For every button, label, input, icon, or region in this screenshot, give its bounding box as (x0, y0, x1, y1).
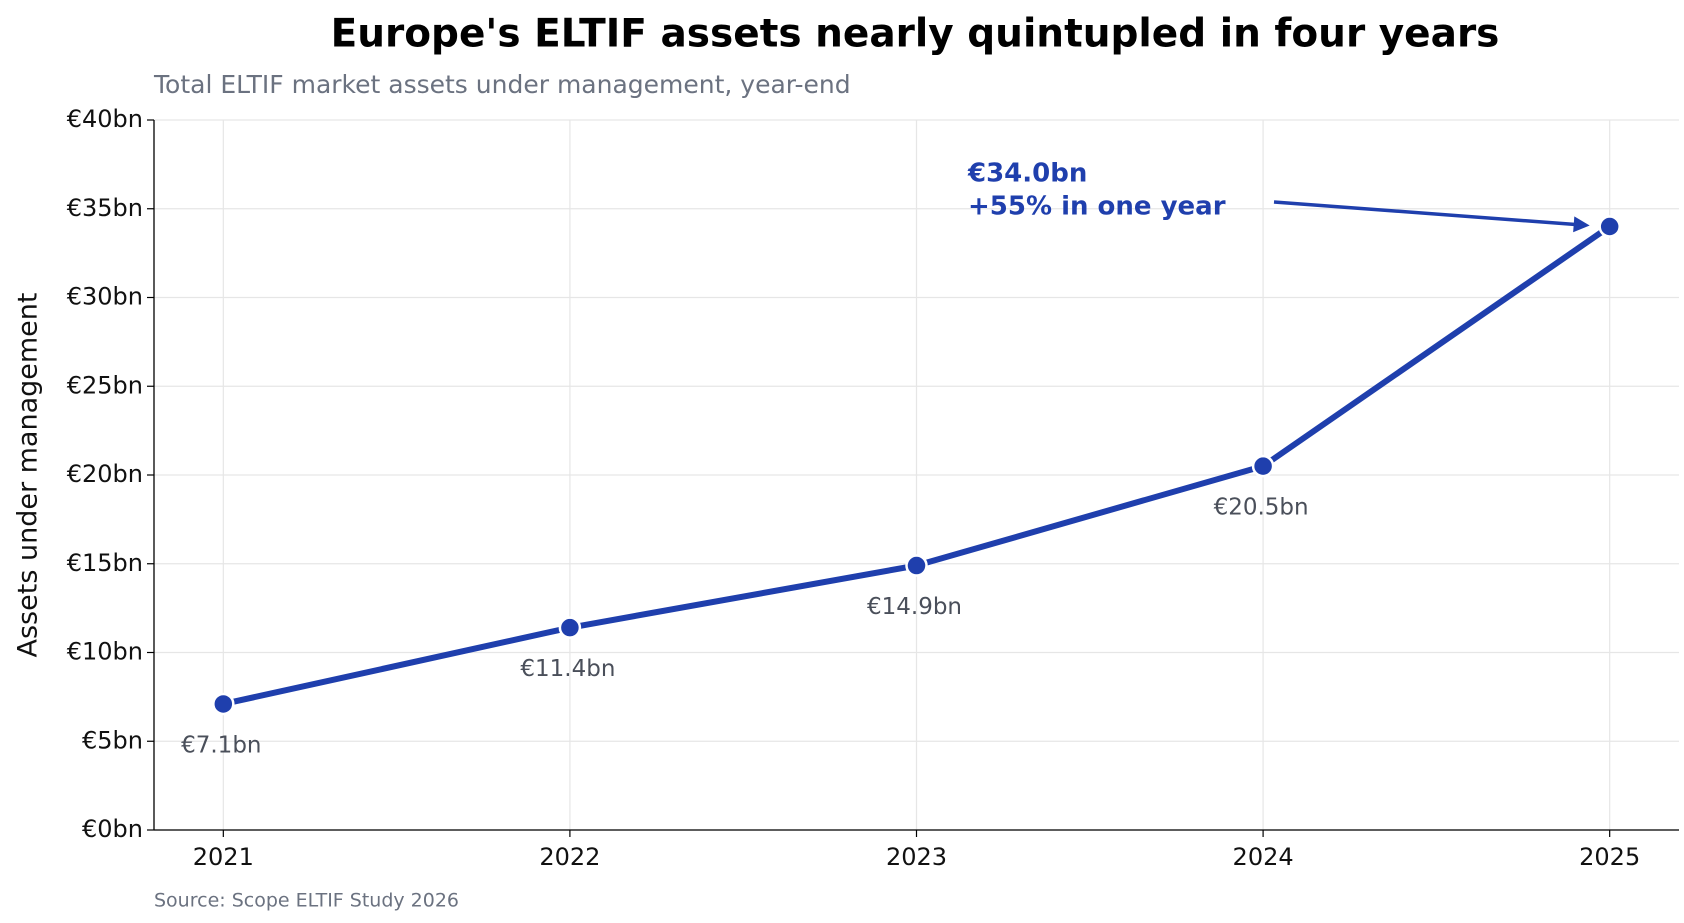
y-tick-label: €20bn (67, 460, 143, 488)
y-tick-label: €0bn (82, 815, 143, 843)
value-label: €14.9bn (867, 594, 962, 620)
value-label: €7.1bn (181, 732, 261, 758)
annotation: €34.0bn (967, 159, 1087, 189)
marker (1598, 215, 1621, 238)
x-tick-label: 2022 (539, 843, 600, 871)
annotation-arrow (1273, 200, 1576, 227)
y-tick-label: €15bn (67, 549, 143, 577)
y-tick-label: €35bn (67, 194, 143, 222)
marker (212, 692, 235, 716)
marker (558, 616, 582, 639)
x-tick-label: 2025 (1579, 843, 1640, 871)
y-tick-label: €40bn (67, 105, 143, 133)
x-tick-label: 2023 (886, 843, 947, 871)
chart-title: Europe's ELTIF assets nearly quintupled … (331, 12, 1500, 57)
y-axis-label: Assets under management (13, 293, 44, 658)
value-label: €11.4bn (520, 656, 615, 682)
y-tick-label: €10bn (67, 638, 143, 666)
y-tick-label: €25bn (67, 371, 143, 399)
marker (905, 554, 928, 577)
chart-subtitle: Total ELTIF market assets under manageme… (153, 70, 851, 99)
arrow-head (1573, 216, 1590, 233)
x-tick-label: 2024 (1233, 843, 1294, 871)
y-tick-label: €30bn (67, 283, 143, 311)
x-tick-label: 2021 (193, 843, 254, 871)
annotation: +55% in one year (968, 192, 1226, 222)
source: Source: Scope ELTIF Study 2026 (154, 890, 459, 912)
y-tick-label: €5bn (82, 726, 143, 754)
value-label: €20.5bn (1214, 495, 1309, 521)
plot (212, 215, 1621, 716)
marker (1251, 454, 1275, 478)
grid (154, 119, 1679, 831)
